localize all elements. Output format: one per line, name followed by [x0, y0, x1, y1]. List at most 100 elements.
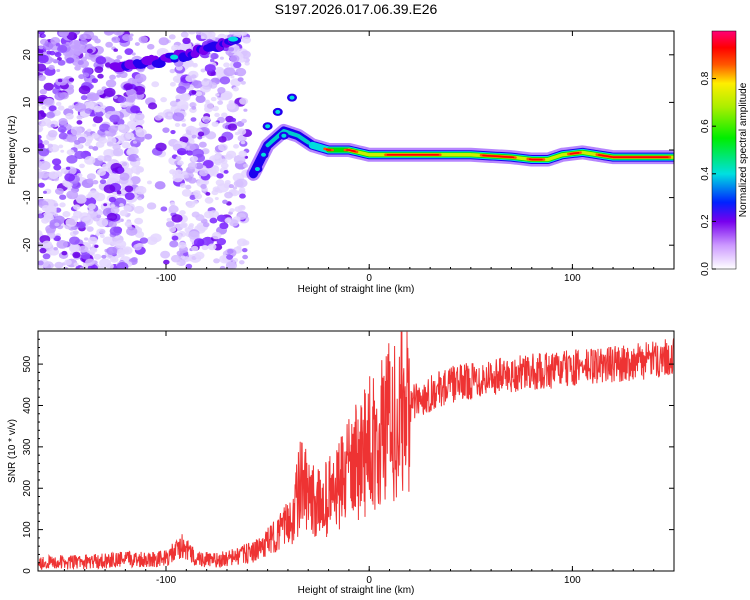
noise-speckle	[57, 45, 68, 53]
bottom-x-tick-label: 100	[564, 575, 581, 586]
noise-speckle	[72, 210, 83, 219]
doppler-ridge-layer	[246, 93, 674, 181]
top-y-tick-label: 20	[22, 49, 33, 61]
noise-speckle	[232, 257, 239, 263]
noise-speckle	[226, 102, 236, 110]
noise-speckle	[238, 260, 245, 265]
noise-speckle	[134, 217, 144, 225]
noise-speckle	[195, 95, 206, 104]
noise-speckle	[217, 100, 224, 105]
ridge-blob-core	[289, 95, 295, 100]
noise-speckle	[38, 213, 45, 219]
noise-speckle	[137, 197, 142, 201]
bottom-y-ticks: 0 100 200 300 400 500	[22, 338, 674, 574]
noise-speckle	[64, 173, 76, 182]
noise-speckle	[219, 76, 231, 85]
noise-speckle	[195, 31, 203, 36]
noise-speckle	[102, 163, 110, 170]
noise-speckle	[57, 56, 62, 61]
noise-speckle	[220, 162, 229, 169]
noise-speckle	[73, 262, 79, 267]
noise-speckle	[124, 185, 134, 193]
noise-speckle	[43, 261, 54, 269]
noise-speckle	[121, 141, 131, 149]
noise-speckle	[139, 237, 148, 244]
noise-speckle	[40, 171, 50, 179]
noise-speckle	[176, 250, 184, 256]
noise-speckle	[214, 112, 220, 118]
noise-speckle	[146, 43, 155, 50]
noise-speckle	[194, 193, 203, 200]
noise-speckle	[43, 98, 55, 107]
noise-speckle	[92, 123, 97, 127]
noise-speckle	[57, 105, 65, 111]
noise-speckle	[68, 115, 74, 120]
noise-speckle	[54, 92, 66, 101]
bottom-y-tick-label: 400	[22, 397, 33, 414]
noise-speckle	[48, 64, 55, 70]
noise-speckle	[195, 91, 203, 97]
noise-speckle	[218, 136, 227, 143]
noise-speckle	[76, 120, 83, 125]
noise-speckle	[53, 235, 61, 242]
noise-speckle	[111, 241, 117, 246]
noise-speckle	[168, 34, 176, 40]
noise-speckle	[203, 210, 214, 219]
colorbar-tick-label: 0.6	[700, 119, 711, 133]
noise-speckle	[178, 43, 190, 52]
noise-speckle	[219, 56, 224, 60]
noise-speckle	[180, 31, 189, 38]
noise-speckle	[57, 78, 63, 83]
noise-speckle	[216, 238, 227, 246]
noise-speckle	[86, 226, 94, 232]
bottom-y-tick-label: 0	[22, 568, 33, 574]
noise-speckle	[124, 192, 135, 201]
noise-speckle	[46, 50, 52, 55]
noise-speckle	[183, 40, 189, 44]
noise-speckle	[43, 82, 54, 91]
noise-speckle	[116, 55, 123, 60]
noise-speckle	[113, 48, 118, 52]
noise-speckle	[224, 191, 233, 199]
noise-speckle	[147, 102, 158, 110]
noise-speckle	[108, 173, 120, 183]
noise-speckle	[170, 202, 176, 207]
noise-speckle	[239, 97, 249, 105]
noise-speckle	[92, 115, 103, 124]
bottom-x-axis-label: Height of straight line (km)	[298, 585, 415, 596]
noise-speckle	[38, 134, 42, 140]
noise-speckle	[124, 48, 134, 55]
noise-speckle	[86, 48, 93, 54]
noise-speckle	[228, 47, 235, 52]
noise-speckle	[165, 220, 175, 228]
noise-speckle	[38, 74, 46, 82]
noise-speckle	[133, 205, 145, 214]
noise-speckle	[66, 134, 78, 143]
noise-speckle	[181, 189, 192, 197]
noise-speckle	[134, 73, 147, 83]
noise-speckle	[95, 56, 107, 65]
noise-speckle	[120, 189, 127, 195]
noise-speckle	[66, 190, 79, 200]
noise-speckle	[200, 183, 207, 189]
bottom-x-tick-label: -100	[156, 575, 176, 586]
noise-speckle	[216, 173, 224, 179]
noise-speckle	[204, 102, 214, 110]
noise-speckle	[72, 251, 81, 259]
noise-speckle	[186, 201, 196, 208]
noise-speckle	[38, 148, 50, 157]
noise-speckle	[74, 102, 87, 112]
noise-speckle	[54, 187, 64, 195]
noise-speckle	[201, 79, 210, 86]
noise-speckle	[155, 142, 167, 152]
ridge-blob-core	[281, 133, 287, 138]
colorbar-tick-label: 0.0	[700, 262, 711, 276]
noise-speckle	[223, 67, 236, 77]
noise-speckle	[205, 191, 211, 196]
noise-speckle	[38, 260, 44, 266]
noise-speckle	[66, 57, 75, 64]
noise-speckle	[120, 245, 125, 249]
noise-speckle	[223, 169, 229, 174]
noise-speckle	[228, 100, 235, 105]
noise-speckle	[78, 245, 89, 253]
